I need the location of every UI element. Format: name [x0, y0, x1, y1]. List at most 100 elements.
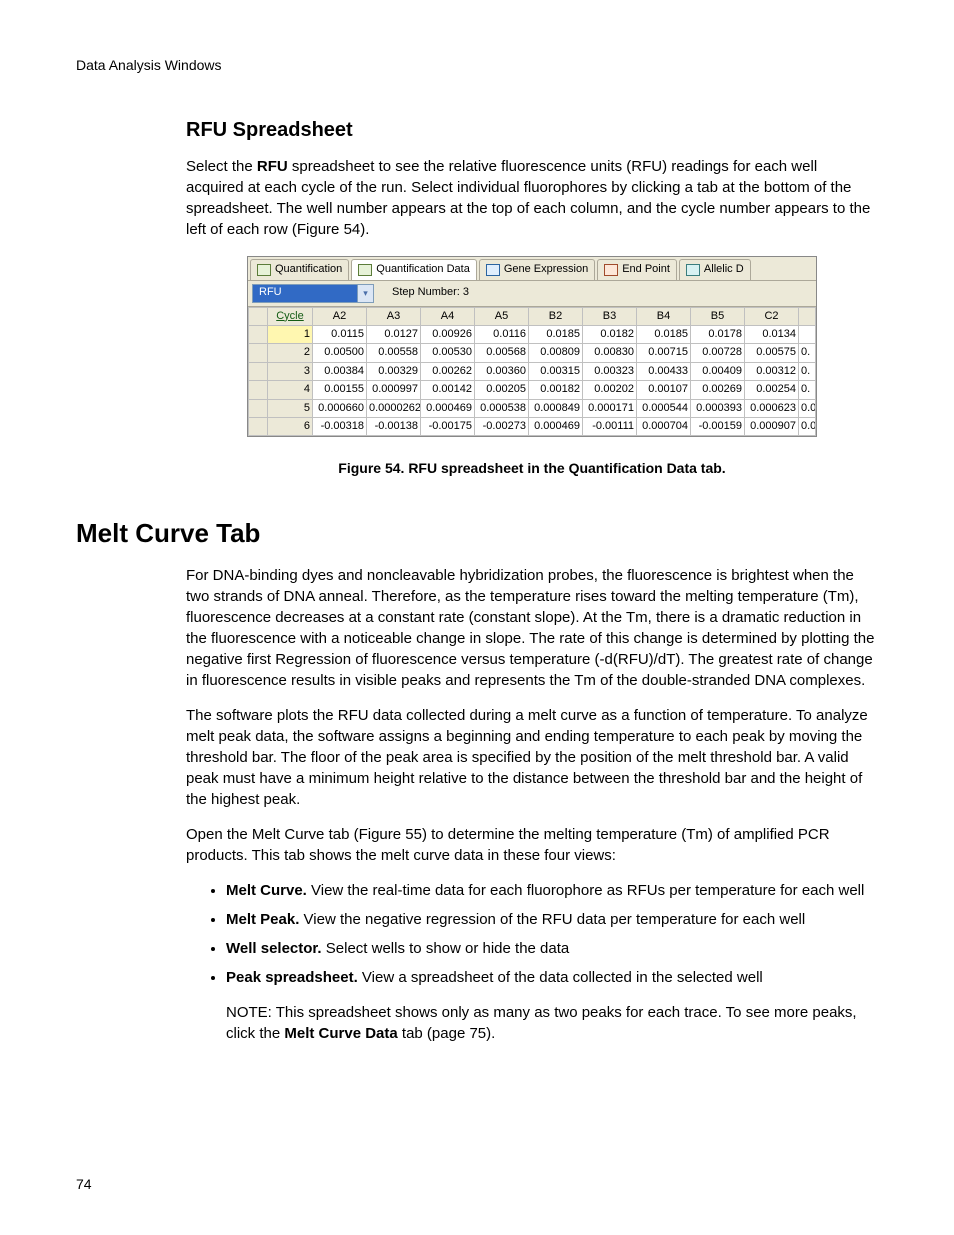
row-number[interactable]: 6 — [268, 417, 313, 435]
column-header[interactable]: B3 — [583, 307, 637, 325]
cell[interactable]: 0.00728 — [691, 344, 745, 362]
cell[interactable]: -0.00273 — [475, 417, 529, 435]
column-header[interactable]: B2 — [529, 307, 583, 325]
cell[interactable]: 0.00262 — [421, 362, 475, 380]
column-header[interactable]: A3 — [367, 307, 421, 325]
cell[interactable]: 0.0134 — [745, 325, 799, 343]
column-header[interactable]: A4 — [421, 307, 475, 325]
table-corner — [249, 307, 268, 325]
cell[interactable]: 0.0185 — [637, 325, 691, 343]
table-row[interactable]: 40.001550.0009970.001420.002050.001820.0… — [249, 381, 816, 399]
cell[interactable]: 0.0185 — [529, 325, 583, 343]
cell[interactable]: 0.00500 — [313, 344, 367, 362]
figure-54: Quantification Quantification Data Gene … — [247, 256, 817, 438]
cell[interactable]: 0.0115 — [313, 325, 367, 343]
rfu-spreadsheet[interactable]: CycleA2A3A4A5B2B3B4B5C210.01150.01270.00… — [248, 307, 816, 437]
cell[interactable]: 0.000704 — [637, 417, 691, 435]
cell[interactable]: 0.000907 — [745, 417, 799, 435]
row-number[interactable]: 1 — [268, 325, 313, 343]
text: Select wells to show or hide the data — [322, 940, 570, 957]
cell[interactable]: 0.000538 — [475, 399, 529, 417]
cell[interactable]: -0.00138 — [367, 417, 421, 435]
table-row[interactable]: 10.01150.01270.009260.01160.01850.01820.… — [249, 325, 816, 343]
text-strong: RFU — [257, 158, 288, 175]
cell[interactable]: 0.00269 — [691, 381, 745, 399]
column-header[interactable]: C2 — [745, 307, 799, 325]
table-row[interactable]: 20.005000.005580.005300.005680.008090.00… — [249, 344, 816, 362]
tab-quantification-data[interactable]: Quantification Data — [351, 259, 477, 280]
cell[interactable]: 0.00107 — [637, 381, 691, 399]
cell[interactable]: 0.00530 — [421, 344, 475, 362]
column-header[interactable]: A2 — [313, 307, 367, 325]
cell[interactable]: 0.00715 — [637, 344, 691, 362]
column-header[interactable]: B5 — [691, 307, 745, 325]
cell[interactable]: 0.00323 — [583, 362, 637, 380]
cell[interactable]: 0.00254 — [745, 381, 799, 399]
chart-icon — [257, 264, 271, 276]
tab-allelic[interactable]: Allelic D — [679, 259, 751, 280]
cell[interactable]: 0.00809 — [529, 344, 583, 362]
chevron-down-icon: ▾ — [357, 285, 373, 302]
cell[interactable]: 0.000623 — [745, 399, 799, 417]
column-header-overflow — [799, 307, 816, 325]
table-row[interactable]: 30.003840.003290.002620.003600.003150.00… — [249, 362, 816, 380]
cell[interactable]: 0.00558 — [367, 344, 421, 362]
cell[interactable]: 0.0116 — [475, 325, 529, 343]
column-header[interactable]: A5 — [475, 307, 529, 325]
cell[interactable]: 0.00202 — [583, 381, 637, 399]
cell[interactable]: 0.00142 — [421, 381, 475, 399]
tab-end-point[interactable]: End Point — [597, 259, 677, 280]
cell[interactable]: 0.000997 — [367, 381, 421, 399]
bars-icon — [486, 264, 500, 276]
cell[interactable]: 0.00384 — [313, 362, 367, 380]
row-number[interactable]: 5 — [268, 399, 313, 417]
cycle-header[interactable]: Cycle — [268, 307, 313, 325]
cell[interactable]: 0.00409 — [691, 362, 745, 380]
cell[interactable]: 0.00205 — [475, 381, 529, 399]
cell[interactable]: 0.0000262 — [367, 399, 421, 417]
cell[interactable]: 0.0182 — [583, 325, 637, 343]
cell[interactable]: 0.00312 — [745, 362, 799, 380]
cell[interactable]: -0.00318 — [313, 417, 367, 435]
text: View the real-time data for each fluorop… — [307, 882, 865, 899]
cell[interactable]: -0.00159 — [691, 417, 745, 435]
cell[interactable]: 0.000660 — [313, 399, 367, 417]
cell[interactable]: 0.000849 — [529, 399, 583, 417]
tab-label: Quantification — [275, 262, 342, 277]
cell[interactable]: 0.00155 — [313, 381, 367, 399]
cell[interactable]: 0.00568 — [475, 344, 529, 362]
dropdown-value: RFU — [253, 285, 357, 302]
table-row[interactable]: 50.0006600.00002620.0004690.0005380.0008… — [249, 399, 816, 417]
cell[interactable]: 0.00830 — [583, 344, 637, 362]
cell[interactable]: 0.00433 — [637, 362, 691, 380]
row-number[interactable]: 2 — [268, 344, 313, 362]
cell[interactable]: 0.000544 — [637, 399, 691, 417]
cell[interactable]: -0.00111 — [583, 417, 637, 435]
cell[interactable]: 0.00360 — [475, 362, 529, 380]
cell[interactable]: 0.00182 — [529, 381, 583, 399]
row-gutter — [249, 325, 268, 343]
cell[interactable]: 0.00329 — [367, 362, 421, 380]
cell[interactable]: 0.0178 — [691, 325, 745, 343]
cell[interactable]: 0.000171 — [583, 399, 637, 417]
cell[interactable]: 0.00926 — [421, 325, 475, 343]
cell[interactable]: 0.000393 — [691, 399, 745, 417]
tab-quantification[interactable]: Quantification — [250, 259, 349, 280]
row-number[interactable]: 3 — [268, 362, 313, 380]
row-number[interactable]: 4 — [268, 381, 313, 399]
text: tab (page 75). — [398, 1025, 496, 1042]
text-strong: Melt Curve. — [226, 882, 307, 899]
rfu-dropdown[interactable]: RFU ▾ — [252, 284, 374, 303]
text: Select the — [186, 158, 257, 175]
cell[interactable]: 0.000469 — [529, 417, 583, 435]
cell[interactable]: -0.00175 — [421, 417, 475, 435]
cell[interactable]: 0.00575 — [745, 344, 799, 362]
section-heading-melt: Melt Curve Tab — [76, 515, 878, 551]
cell[interactable]: 0.000469 — [421, 399, 475, 417]
cell[interactable]: 0.00315 — [529, 362, 583, 380]
tab-gene-expression[interactable]: Gene Expression — [479, 259, 595, 280]
column-header[interactable]: B4 — [637, 307, 691, 325]
table-row[interactable]: 6-0.00318-0.00138-0.00175-0.002730.00046… — [249, 417, 816, 435]
cell-overflow: 0. — [799, 381, 816, 399]
cell[interactable]: 0.0127 — [367, 325, 421, 343]
